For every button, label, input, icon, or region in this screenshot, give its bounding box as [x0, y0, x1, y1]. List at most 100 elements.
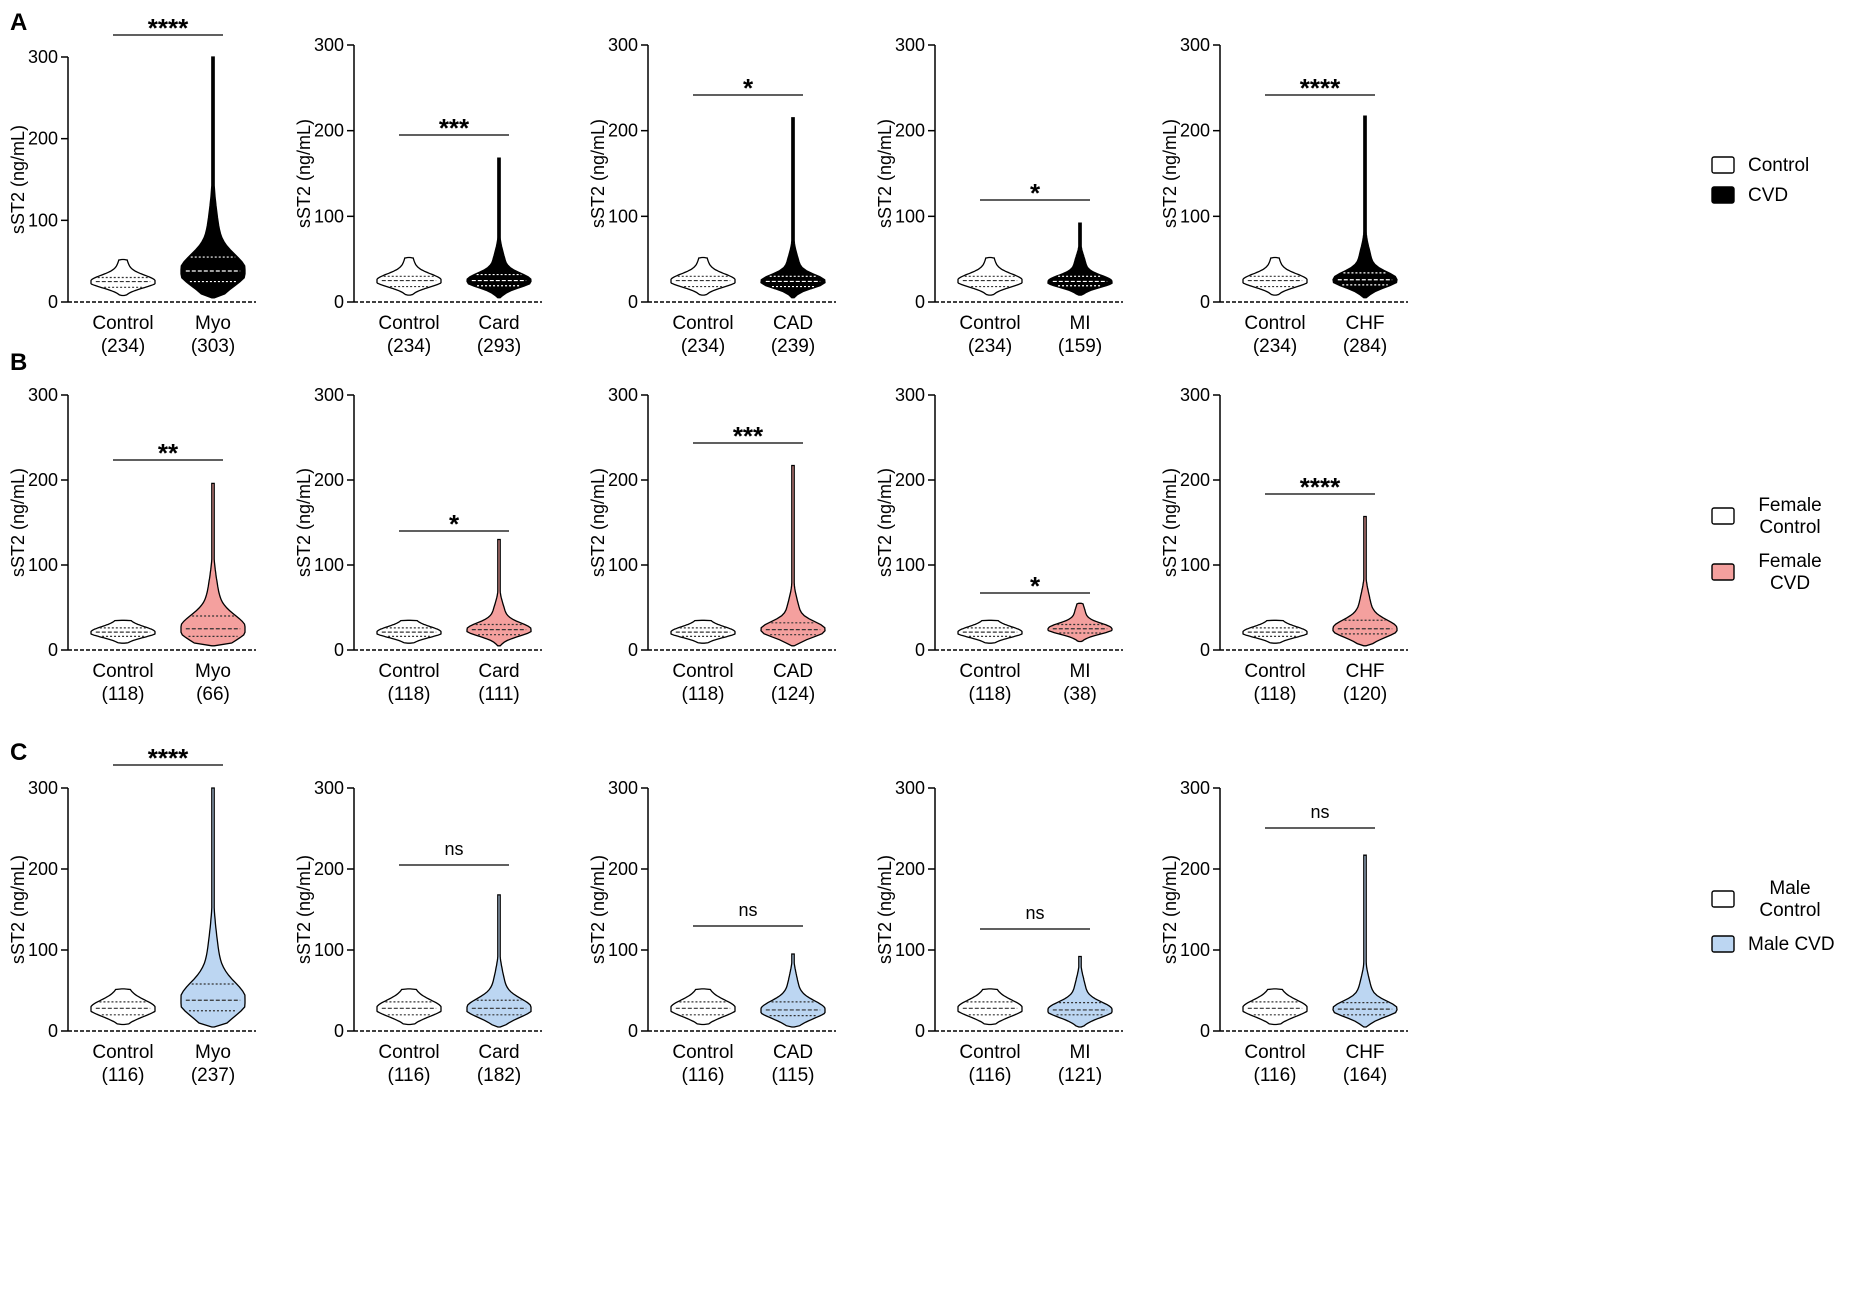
- y-tick-label: 300: [895, 385, 925, 405]
- y-tick-label: 200: [1180, 121, 1210, 141]
- x-category-label: MI: [1069, 1042, 1090, 1063]
- y-axis-title: sST2 (ng/mL): [875, 855, 895, 964]
- y-tick-label: 100: [28, 940, 58, 960]
- y-tick-label: 0: [334, 1021, 344, 1041]
- y-tick-label: 300: [314, 385, 344, 405]
- x-sample-size: (118): [102, 684, 145, 705]
- significance-label: ***: [733, 421, 764, 451]
- violin-card: [466, 894, 532, 1028]
- y-tick-label: 200: [608, 470, 638, 490]
- legend-label: CVD: [1748, 185, 1788, 206]
- violin-panel-a-card: 0 100 200 300 sST2 (ng/mL) Control(234) Card(2…: [294, 35, 542, 357]
- y-tick-label: 300: [28, 778, 58, 798]
- significance-label: ****: [148, 13, 189, 43]
- x-sample-size: (303): [191, 336, 235, 357]
- legend-swatch: [1711, 890, 1735, 908]
- y-axis-title: sST2 (ng/mL): [1160, 468, 1180, 577]
- x-sample-size: (116): [1254, 1065, 1297, 1086]
- x-sample-size: (234): [1253, 336, 1297, 357]
- violin-panel-c-cad: 0 100 200 300 sST2 (ng/mL) Control(116) CAD(11…: [588, 778, 836, 1086]
- significance-label: ****: [148, 743, 189, 773]
- x-sample-size: (116): [682, 1065, 725, 1086]
- y-tick-label: 200: [608, 859, 638, 879]
- violin-cad: [760, 117, 826, 299]
- violin-panel-b-chf: 0 100 200 300 sST2 (ng/mL) Control(118) CHF(12…: [1160, 385, 1408, 705]
- significance-label: ns: [738, 900, 757, 920]
- violin-myo: [180, 482, 246, 647]
- violin-panel-a-chf: 0 100 200 300 sST2 (ng/mL) Control(234) CHF(28…: [1160, 35, 1408, 357]
- x-category-label: Control: [672, 1042, 733, 1063]
- violin-panel-a-cad: 0 100 200 300 sST2 (ng/mL) Control(234) CAD(23…: [588, 35, 836, 357]
- x-category-label: Control: [959, 313, 1020, 334]
- y-tick-label: 200: [28, 129, 58, 149]
- x-category-label: Myo: [195, 1042, 231, 1063]
- y-axis-title: sST2 (ng/mL): [8, 125, 28, 234]
- x-sample-size: (293): [477, 336, 521, 357]
- x-sample-size: (234): [387, 336, 431, 357]
- y-tick-label: 0: [1200, 1021, 1210, 1041]
- x-sample-size: (38): [1063, 684, 1097, 705]
- x-sample-size: (66): [196, 684, 230, 705]
- violin-panel-b-mi: 0 100 200 300 sST2 (ng/mL) Control(118) MI(38)…: [875, 385, 1123, 705]
- x-category-label: Card: [478, 661, 519, 682]
- x-category-label: Control: [378, 1042, 439, 1063]
- y-tick-label: 200: [895, 470, 925, 490]
- violin-panel-c-chf: 0 100 200 300 sST2 (ng/mL) Control(116) CHF(16…: [1160, 778, 1408, 1086]
- y-tick-label: 300: [608, 385, 638, 405]
- y-axis-title: sST2 (ng/mL): [294, 468, 314, 577]
- y-axis-title: sST2 (ng/mL): [8, 468, 28, 577]
- significance-label: ****: [1300, 472, 1341, 502]
- y-tick-label: 0: [48, 640, 58, 660]
- violin-cad: [760, 953, 826, 1028]
- y-tick-label: 200: [608, 121, 638, 141]
- legend-swatch: [1711, 935, 1735, 953]
- y-axis-title: sST2 (ng/mL): [1160, 119, 1180, 228]
- x-category-label: CAD: [773, 313, 813, 334]
- y-tick-label: 300: [1180, 35, 1210, 55]
- y-tick-label: 200: [28, 470, 58, 490]
- x-category-label: Control: [1244, 661, 1305, 682]
- panel-letter-a: A: [10, 9, 27, 36]
- y-tick-label: 300: [1180, 778, 1210, 798]
- violin-panel-a-myo: 0 100 200 300 sST2 (ng/mL) Control(234) Myo(30…: [8, 13, 256, 357]
- violin-chf: [1332, 515, 1398, 647]
- y-tick-label: 200: [895, 121, 925, 141]
- y-tick-label: 100: [895, 206, 925, 226]
- x-category-label: Control: [92, 1042, 153, 1063]
- x-sample-size: (234): [968, 336, 1012, 357]
- x-sample-size: (111): [478, 684, 520, 705]
- y-tick-label: 100: [28, 555, 58, 575]
- y-tick-label: 200: [1180, 859, 1210, 879]
- y-axis-title: sST2 (ng/mL): [1160, 855, 1180, 964]
- x-category-label: Control: [672, 661, 733, 682]
- violin-chf: [1332, 854, 1398, 1028]
- panel-letter-c: C: [10, 739, 27, 766]
- x-category-label: Control: [1244, 1042, 1305, 1063]
- legend-label: Male: [1769, 878, 1810, 899]
- y-axis-title: sST2 (ng/mL): [294, 855, 314, 964]
- y-tick-label: 0: [48, 1021, 58, 1041]
- y-tick-label: 0: [334, 292, 344, 312]
- significance-label: ****: [1300, 73, 1341, 103]
- x-category-label: Control: [378, 661, 439, 682]
- y-tick-label: 200: [314, 121, 344, 141]
- x-sample-size: (234): [101, 336, 145, 357]
- x-category-label: Control: [959, 661, 1020, 682]
- x-category-label: MI: [1069, 661, 1090, 682]
- legend-label: CVD: [1770, 573, 1810, 594]
- x-category-label: Control: [92, 661, 153, 682]
- x-sample-size: (120): [1343, 684, 1387, 705]
- y-tick-label: 200: [1180, 470, 1210, 490]
- y-tick-label: 100: [28, 210, 58, 230]
- y-tick-label: 200: [28, 859, 58, 879]
- legend-swatch: [1711, 507, 1735, 525]
- violin-mi: [1047, 602, 1113, 643]
- violin-panel-c-mi: 0 100 200 300 sST2 (ng/mL) Control(116) MI(121…: [875, 778, 1123, 1086]
- y-tick-label: 300: [1180, 385, 1210, 405]
- violin-panel-b-cad: 0 100 200 300 sST2 (ng/mL) Control(118) CAD(12…: [588, 385, 836, 705]
- y-tick-label: 300: [28, 385, 58, 405]
- x-category-label: CHF: [1345, 1042, 1384, 1063]
- x-sample-size: (124): [771, 684, 815, 705]
- legend-swatch: [1711, 563, 1735, 581]
